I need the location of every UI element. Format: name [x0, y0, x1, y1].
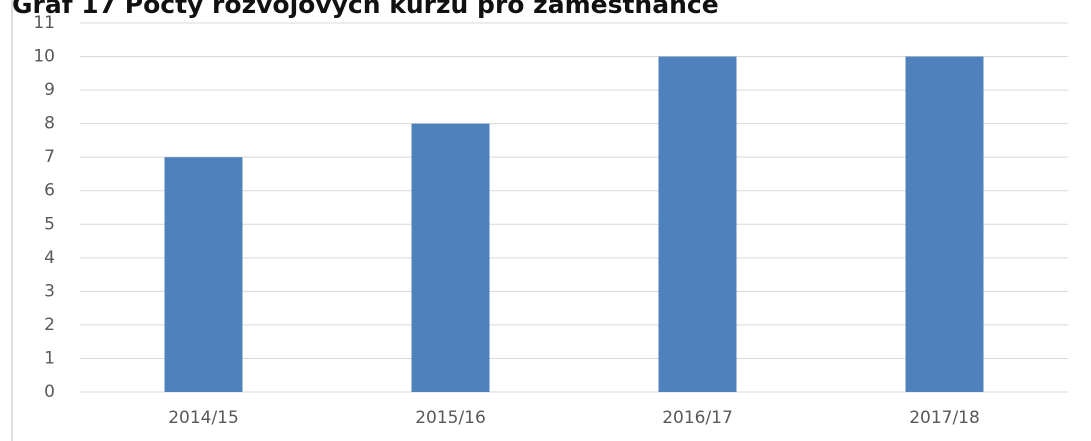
y-tick-label: 6	[44, 181, 55, 201]
bar	[658, 56, 737, 392]
y-tick-label: 9	[44, 80, 55, 100]
y-tick-label: 0	[44, 382, 55, 402]
y-tick-label: 7	[44, 147, 55, 167]
x-tick-label: 2014/15	[168, 408, 239, 428]
bar	[905, 56, 984, 392]
x-tick-label: 2015/16	[415, 408, 486, 428]
y-tick-label: 4	[44, 248, 55, 268]
y-tick-label: 1	[44, 348, 55, 368]
y-tick-label: 3	[44, 281, 55, 301]
chart-title: Graf 17 Počty rozvojových kurzů pro zamě…	[12, 0, 719, 19]
bar	[411, 123, 490, 393]
x-tick-label: 2017/18	[909, 408, 980, 428]
x-tick-label: 2016/17	[662, 408, 733, 428]
y-tick-label: 10	[33, 47, 55, 67]
y-tick-label: 11	[33, 13, 55, 33]
y-tick-label: 5	[44, 214, 55, 234]
y-tick-label: 8	[44, 114, 55, 134]
bar	[164, 157, 243, 392]
y-tick-label: 2	[44, 315, 55, 335]
